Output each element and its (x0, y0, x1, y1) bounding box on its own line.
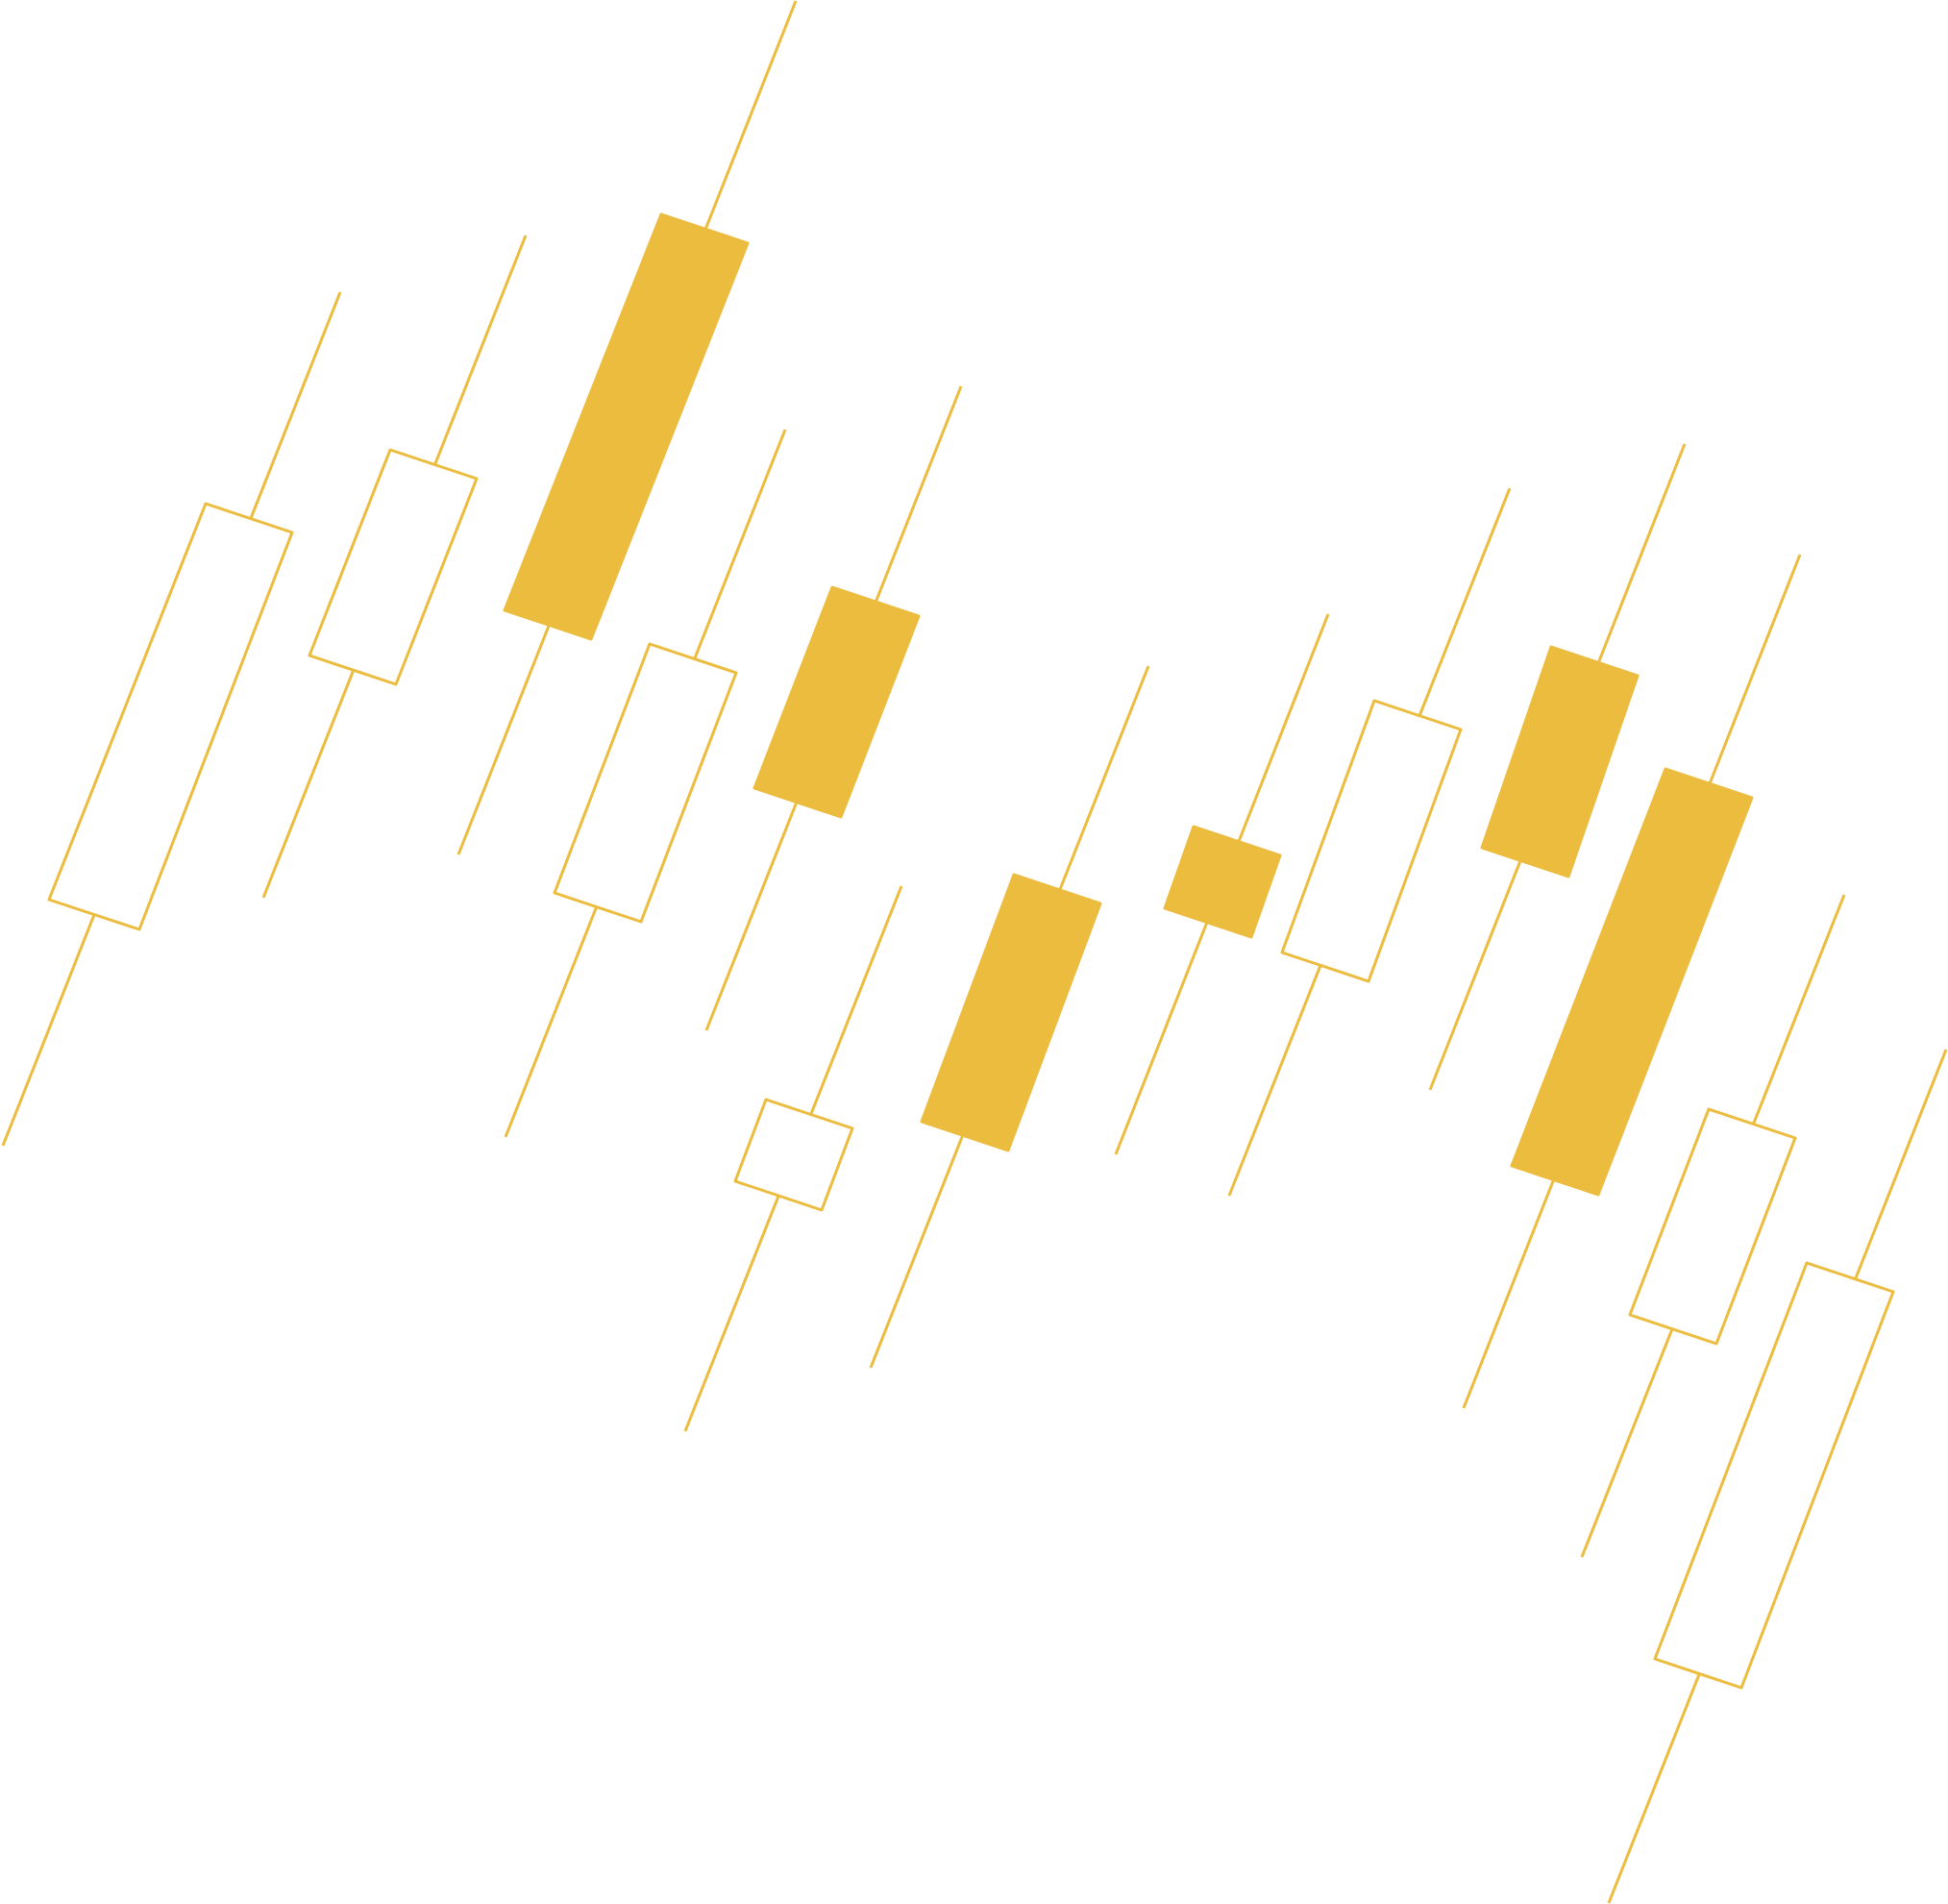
candle-body-filled (752, 585, 921, 819)
candle-body-hollow (1280, 699, 1463, 983)
candlestick-4 (504, 429, 787, 1138)
candle-body-filled (1163, 825, 1282, 939)
candlestick-8 (1114, 613, 1330, 1155)
candlestick-10 (1428, 443, 1687, 1091)
candlestick-12 (1580, 894, 1846, 1558)
candle-body-filled (503, 212, 750, 641)
candlestick-5 (704, 385, 963, 1031)
candle-body-hollow (733, 1098, 854, 1212)
candlestick-7 (869, 665, 1150, 1369)
candlestick-1 (1, 291, 342, 1147)
candlestick-13 (1607, 1049, 1948, 1904)
candlestick-6 (683, 885, 903, 1432)
candle-body-filled (1480, 645, 1640, 878)
candle-body-hollow (1653, 1261, 1895, 1690)
candle-body-hollow (47, 502, 294, 931)
candle-body-hollow (1628, 1107, 1797, 1346)
candle-body-filled (920, 873, 1102, 1152)
candlestick-9 (1227, 487, 1512, 1197)
candle-body-hollow (308, 448, 479, 686)
candle-body-hollow (553, 642, 738, 924)
candle-body-filled (1510, 767, 1754, 1197)
candlestick-3 (456, 0, 798, 855)
candlestick-2 (261, 235, 528, 899)
candlestick-11 (1462, 554, 1802, 1409)
